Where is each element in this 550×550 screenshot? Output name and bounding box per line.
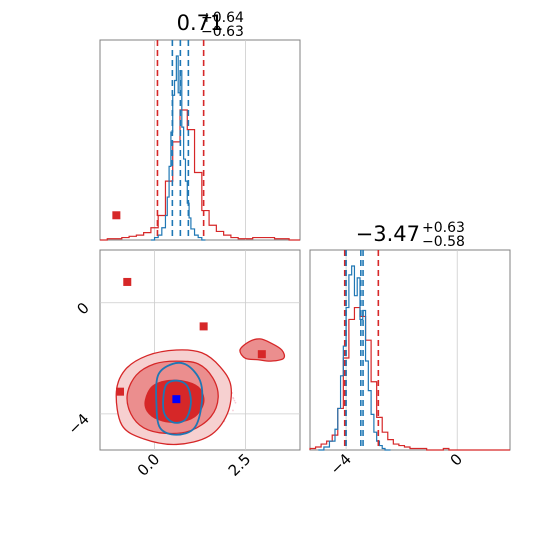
outlier-marker [116,387,124,396]
red-contour-island [239,338,286,362]
param2-title-value: −3.47 [356,222,420,246]
red-histogram-param1 [100,109,300,241]
outlier-marker [257,350,266,359]
x-tick-label: −4 [327,450,355,478]
x-tick-label: 2.5 [225,450,255,480]
param2-title: −3.47 [356,222,420,246]
param1-title-upper: +0.64 [201,10,244,26]
outlier-marker [123,277,132,286]
outlier-marker [199,322,208,331]
sample-point [234,401,237,404]
y-tick-label: 0 [73,299,92,318]
blue-contour-outer [155,361,204,436]
x-tick-label: 0 [447,450,466,469]
blue-contour-inner [162,379,192,424]
panel-frame [309,249,511,451]
param2-title-lower: −0.58 [422,234,465,250]
panel-param2-histogram [309,249,511,451]
red-histogram-param2 [309,306,510,451]
sample-point [232,396,235,399]
blue-histogram-param2 [318,265,391,451]
param1-title: 0.71 [177,11,224,35]
sample-point [233,399,236,402]
panel-param1-histogram [99,39,301,241]
plot-area [112,211,286,446]
y-tick-label: −4 [64,410,92,438]
param1-title-lower: −0.63 [201,24,244,40]
blue-histogram-param1 [150,55,206,241]
x-tick-label: 0.0 [134,450,164,480]
median-marker [172,395,181,404]
plot-area [100,40,300,241]
panel-frame [99,39,301,241]
grid [154,40,246,240]
plot-area [309,250,510,451]
outlier-marker [112,211,121,220]
param1-title-value: 0.71 [177,11,224,35]
param2-title-upper: +0.63 [422,220,465,236]
sample-point [232,409,234,412]
panel-joint-contours [99,211,301,451]
